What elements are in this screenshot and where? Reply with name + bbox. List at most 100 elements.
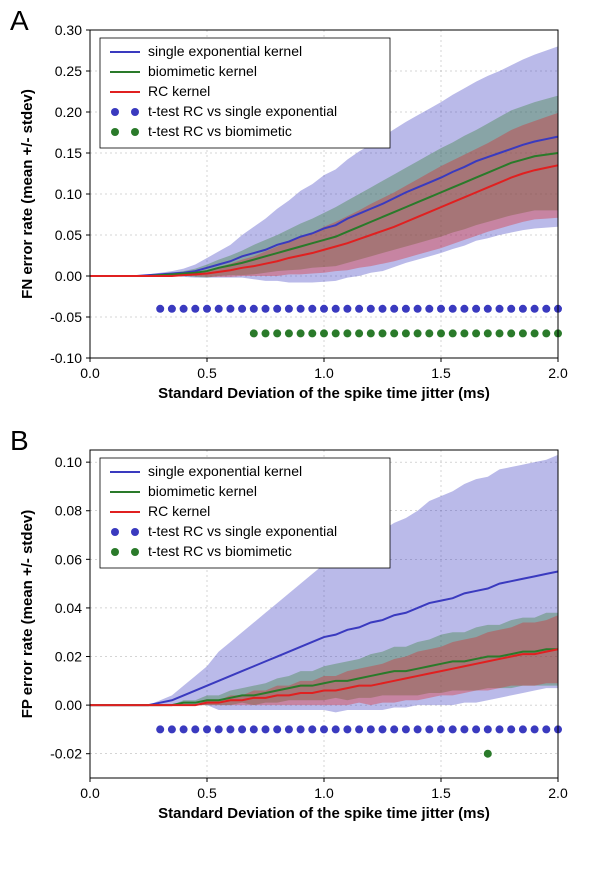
ttest-dot xyxy=(191,305,199,313)
ttest-dot xyxy=(390,305,398,313)
ttest-dot xyxy=(402,329,410,337)
ttest-dot xyxy=(425,305,433,313)
ttest-dot xyxy=(343,329,351,337)
ttest-dot xyxy=(262,725,270,733)
ttest-dot xyxy=(484,305,492,313)
ttest-dot xyxy=(379,305,387,313)
panel-a-label: A xyxy=(10,5,29,37)
ytick-label: 0.02 xyxy=(55,649,82,665)
ttest-dot xyxy=(285,725,293,733)
ytick-label: 0.20 xyxy=(55,104,82,120)
ttest-dot xyxy=(496,725,504,733)
ttest-dot xyxy=(507,305,515,313)
xlabel: Standard Deviation of the spike time jit… xyxy=(158,385,490,402)
xtick-label: 1.0 xyxy=(314,785,334,801)
ytick-label: 0.08 xyxy=(55,503,82,519)
ttest-dot xyxy=(484,725,492,733)
ttest-dot xyxy=(168,725,176,733)
legend-label: single exponential kernel xyxy=(148,463,302,479)
ytick-label: 0.10 xyxy=(55,186,82,202)
ttest-dot xyxy=(215,305,223,313)
ttest-dot xyxy=(332,725,340,733)
ttest-dot xyxy=(168,305,176,313)
ttest-dot xyxy=(519,329,527,337)
ttest-dot xyxy=(496,329,504,337)
ttest-dot xyxy=(542,305,550,313)
ytick-label: 0.00 xyxy=(55,697,82,713)
ttest-dot xyxy=(496,305,504,313)
xtick-label: 1.0 xyxy=(314,365,334,381)
ttest-dot xyxy=(332,305,340,313)
ttest-dot xyxy=(250,725,258,733)
ttest-dot xyxy=(203,725,211,733)
legend-label: t-test RC vs single exponential xyxy=(148,523,337,539)
panel-a-chart: -0.10-0.050.000.050.100.150.200.250.300.… xyxy=(10,10,570,410)
xtick-label: 1.5 xyxy=(431,365,451,381)
ttest-dot xyxy=(519,725,527,733)
xtick-label: 0.5 xyxy=(197,365,217,381)
xlabel: Standard Deviation of the spike time jit… xyxy=(158,805,490,822)
ttest-dot xyxy=(437,305,445,313)
ttest-dot xyxy=(425,329,433,337)
legend-swatch-dot xyxy=(131,528,139,536)
ttest-dot xyxy=(460,329,468,337)
ttest-dot xyxy=(414,329,422,337)
ytick-label: 0.25 xyxy=(55,63,82,79)
ttest-dot xyxy=(484,329,492,337)
legend-swatch-dot xyxy=(111,548,119,556)
ttest-dot xyxy=(472,329,480,337)
legend-label: RC kernel xyxy=(148,83,210,99)
figure-container: A -0.10-0.050.000.050.100.150.200.250.30… xyxy=(10,10,590,830)
ttest-dot xyxy=(343,305,351,313)
ttest-dot xyxy=(507,329,515,337)
ttest-dot xyxy=(297,725,305,733)
legend-label: t-test RC vs biomimetic xyxy=(148,543,292,559)
ttest-dot xyxy=(542,329,550,337)
ttest-dot xyxy=(484,750,492,758)
ttest-dot xyxy=(156,305,164,313)
ttest-dot xyxy=(180,305,188,313)
ttest-dot xyxy=(367,329,375,337)
ttest-dot xyxy=(507,725,515,733)
ttest-dot xyxy=(542,725,550,733)
ttest-dot xyxy=(379,725,387,733)
ttest-dot xyxy=(285,305,293,313)
ttest-dot xyxy=(273,725,281,733)
ttest-dot xyxy=(262,329,270,337)
ttest-dot xyxy=(262,305,270,313)
ttest-dot xyxy=(402,725,410,733)
ttest-dot xyxy=(226,305,234,313)
legend-label: biomimetic kernel xyxy=(148,63,257,79)
ttest-dot xyxy=(285,329,293,337)
ttest-dot xyxy=(273,329,281,337)
ytick-label: 0.04 xyxy=(55,600,82,616)
legend-swatch-dot xyxy=(131,548,139,556)
ttest-dot xyxy=(367,305,375,313)
xtick-label: 2.0 xyxy=(548,365,568,381)
ylabel: FP error rate (mean +/- stdev) xyxy=(19,510,36,719)
ttest-dot xyxy=(203,305,211,313)
ttest-dot xyxy=(379,329,387,337)
ytick-label: 0.05 xyxy=(55,227,82,243)
ttest-dot xyxy=(191,725,199,733)
panel-b-label: B xyxy=(10,425,29,457)
ttest-dot xyxy=(320,329,328,337)
ttest-dot xyxy=(343,725,351,733)
ytick-label: -0.02 xyxy=(50,746,82,762)
ttest-dot xyxy=(238,725,246,733)
ttest-dot xyxy=(320,725,328,733)
legend-label: RC kernel xyxy=(148,503,210,519)
ytick-label: 0.15 xyxy=(55,145,82,161)
legend-swatch-dot xyxy=(111,528,119,536)
ttest-dot xyxy=(425,725,433,733)
ttest-dot xyxy=(460,725,468,733)
ttest-dot xyxy=(437,329,445,337)
legend-swatch-dot xyxy=(131,128,139,136)
ttest-dot xyxy=(156,725,164,733)
ttest-dot xyxy=(215,725,223,733)
ttest-dot xyxy=(320,305,328,313)
ttest-dot xyxy=(390,329,398,337)
ttest-dot xyxy=(367,725,375,733)
ttest-dot xyxy=(519,305,527,313)
ttest-dot xyxy=(308,725,316,733)
